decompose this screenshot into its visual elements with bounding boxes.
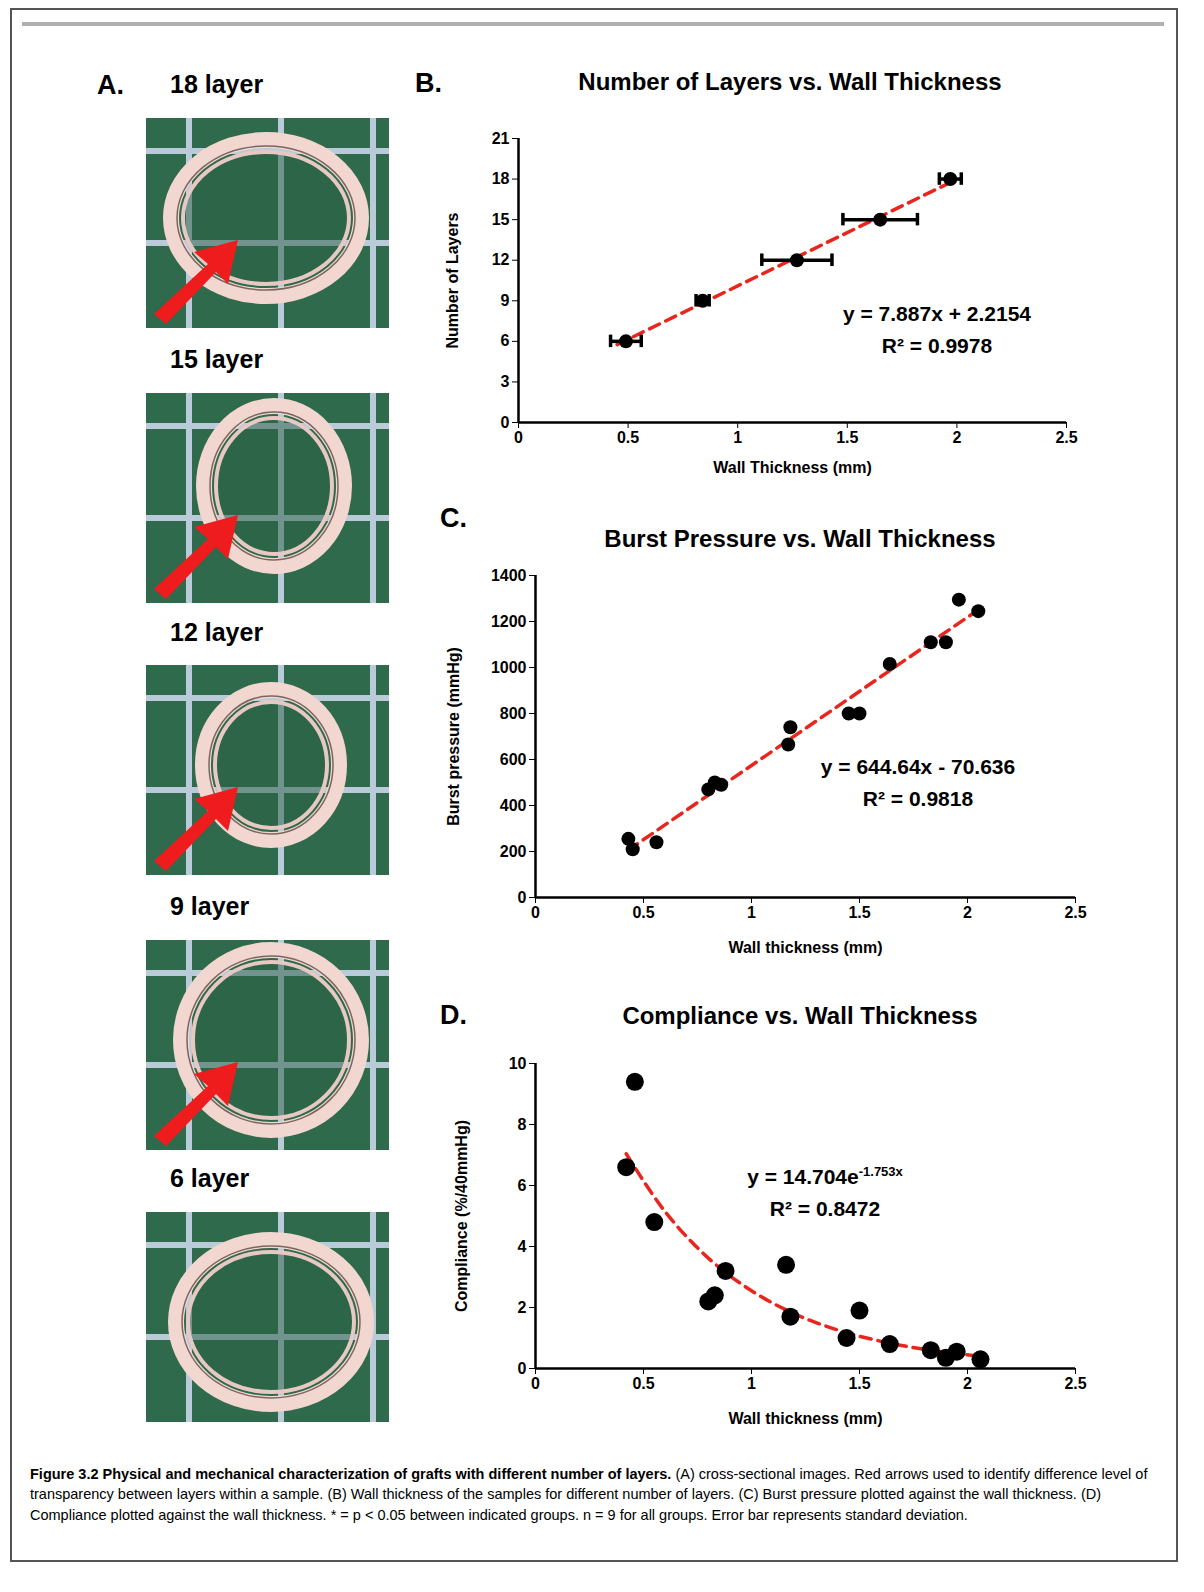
svg-text:Compliance (%/40mmHg): Compliance (%/40mmHg) [453, 1120, 470, 1312]
html-text:R² = 0.9978: R² = 0.9978 [881, 334, 993, 357]
html-text:Figure 3.2 Physical and mechan: Figure 3.2 Physical and mechanical chara… [30, 1466, 1148, 1523]
html-text:6 layer: 6 layer [170, 1164, 250, 1192]
svg-text:Wall thickness (mm): Wall thickness (mm) [728, 1410, 882, 1427]
svg-text:2: 2 [963, 1375, 972, 1392]
html-text:y = 7.887x + 2.2154: y = 7.887x + 2.2154 [843, 302, 1031, 325]
svg-text:4: 4 [518, 1238, 527, 1255]
svg-text:Wall Thickness (mm): Wall Thickness (mm) [713, 459, 872, 476]
svg-text:Wall thickness (mm): Wall thickness (mm) [728, 939, 882, 956]
svg-text:0: 0 [531, 904, 540, 921]
svg-text:1.5: 1.5 [848, 1375, 870, 1392]
svg-text:15: 15 [492, 211, 510, 228]
svg-text:2: 2 [518, 1299, 527, 1316]
svg-text:2.5: 2.5 [1064, 1375, 1086, 1392]
svg-text:3: 3 [501, 373, 510, 390]
svg-text:2.5: 2.5 [1055, 429, 1077, 446]
svg-text:1: 1 [733, 429, 742, 446]
svg-text:200: 200 [500, 843, 527, 860]
html-text:C.: C. [440, 503, 467, 533]
svg-text:1: 1 [747, 904, 756, 921]
svg-text:1200: 1200 [491, 613, 527, 630]
svg-text:0.5: 0.5 [632, 1375, 654, 1392]
svg-text:0: 0 [514, 429, 523, 446]
svg-text:6: 6 [518, 1177, 527, 1194]
html-text:9 layer: 9 layer [170, 892, 250, 920]
svg-text:800: 800 [500, 705, 527, 722]
svg-text:6: 6 [501, 332, 510, 349]
svg-text:Number of Layers: Number of Layers [444, 212, 461, 348]
svg-text:2: 2 [952, 429, 961, 446]
html-text:B.: B. [415, 68, 442, 98]
html-text:R² = 0.8472: R² = 0.8472 [769, 1197, 881, 1220]
svg-text:10: 10 [509, 1055, 527, 1072]
svg-text:1.5: 1.5 [848, 904, 870, 921]
svg-text:1: 1 [747, 1375, 756, 1392]
html-text:Number of Layers vs. Wall Thic: Number of Layers vs. Wall Thickness [578, 68, 1002, 95]
svg-text:0: 0 [531, 1375, 540, 1392]
svg-text:18: 18 [492, 170, 510, 187]
svg-text:0.5: 0.5 [632, 904, 654, 921]
svg-text:2: 2 [963, 904, 972, 921]
svg-text:600: 600 [500, 751, 527, 768]
html-text:12 layer: 12 layer [170, 618, 264, 646]
svg-text:1.5: 1.5 [836, 429, 858, 446]
svg-text:8: 8 [518, 1116, 527, 1133]
svg-text:2.5: 2.5 [1064, 904, 1086, 921]
html-text:Compliance vs. Wall Thickness: Compliance vs. Wall Thickness [622, 1002, 978, 1029]
html-text:R² = 0.9818: R² = 0.9818 [862, 787, 974, 810]
svg-text:1000: 1000 [491, 659, 527, 676]
html-text:18 layer: 18 layer [170, 70, 264, 98]
html-text:A.: A. [97, 70, 124, 100]
svg-text:12: 12 [492, 251, 510, 268]
html-text:D.: D. [440, 1000, 467, 1030]
svg-text:9: 9 [501, 292, 510, 309]
svg-text:1400: 1400 [491, 567, 527, 584]
html-text:Burst Pressure vs. Wall Thickn: Burst Pressure vs. Wall Thickness [604, 525, 996, 552]
svg-text:0: 0 [501, 414, 510, 431]
svg-text:400: 400 [500, 797, 527, 814]
svg-text:0.5: 0.5 [617, 429, 639, 446]
svg-text:0: 0 [518, 889, 527, 906]
svg-text:0: 0 [518, 1360, 527, 1377]
html-text:y = 644.64x - 70.636: y = 644.64x - 70.636 [820, 755, 1016, 778]
svg-text:Burst pressure (mmHg): Burst pressure (mmHg) [445, 647, 462, 826]
html-text:15 layer: 15 layer [170, 345, 264, 373]
svg-text:21: 21 [492, 130, 510, 147]
html-text:y = 14.704e-1.753x: y = 14.704e-1.753x [747, 1164, 903, 1188]
